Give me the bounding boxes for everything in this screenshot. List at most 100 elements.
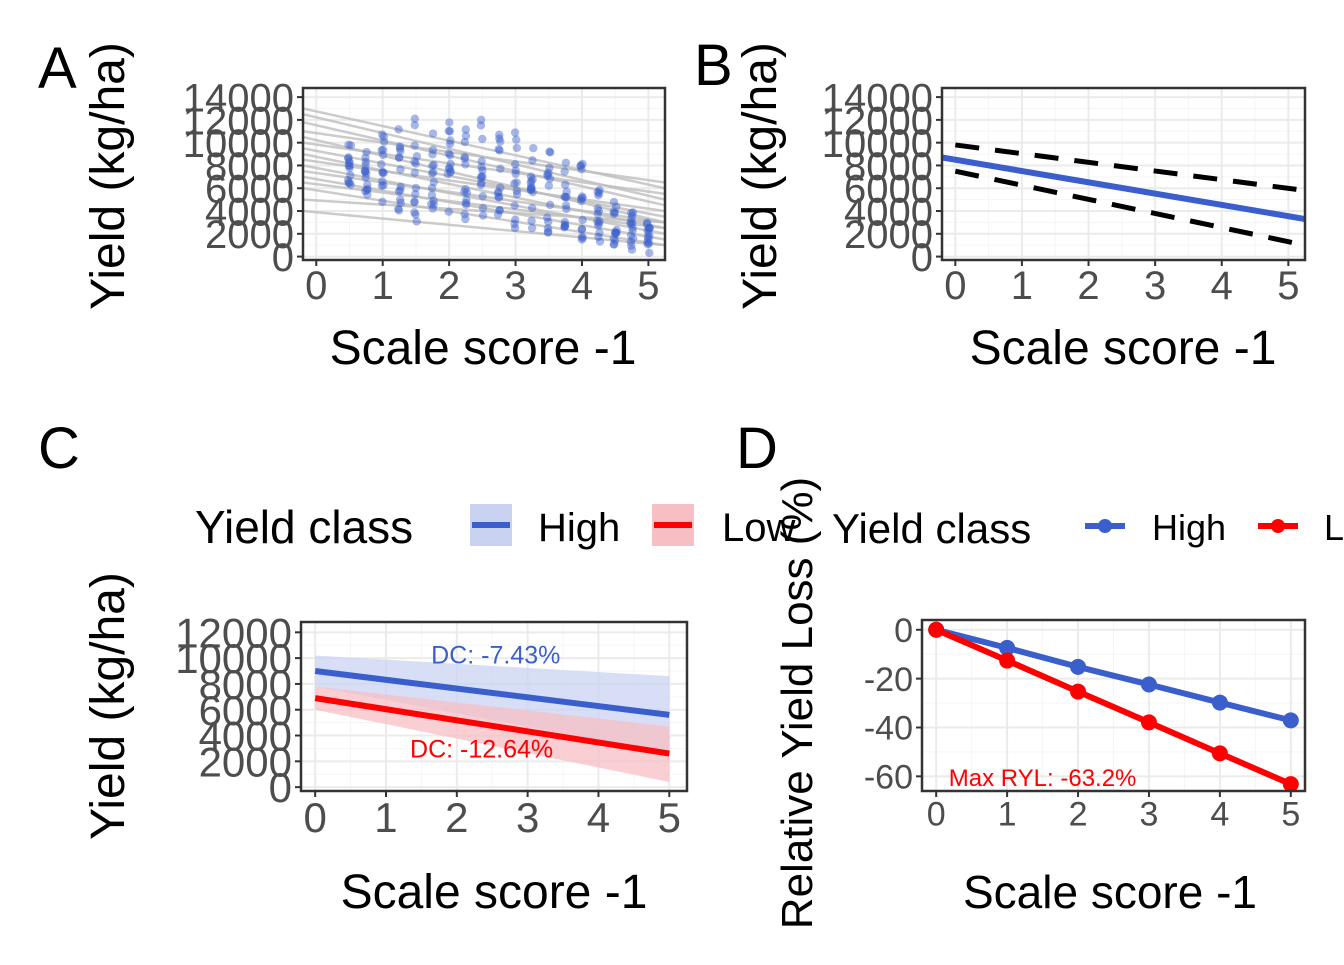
panel-a-x-tick-label: 4 — [571, 264, 593, 308]
panel-c-plot-area: DC: -7.43% DC: -12.64% 0 1 2 3 4 5 0200040006000… — [175, 609, 689, 841]
panel-d-point-low — [999, 652, 1016, 669]
panel-a-point — [410, 120, 420, 130]
panel-d-point-low — [1070, 683, 1087, 700]
panel-a-point — [446, 159, 455, 169]
panel-label-c: C — [38, 416, 80, 481]
panel-b-fit-line — [942, 154, 1305, 222]
panel-c-y-tick-label: 2000 — [199, 738, 292, 785]
panel-a-point — [379, 137, 389, 146]
panel-a-point — [395, 142, 405, 151]
panel-a-point — [512, 178, 521, 187]
panel-a-point — [462, 188, 472, 198]
legend-d-title: Yield class — [832, 505, 1031, 552]
panel-d-point-high — [999, 639, 1016, 656]
panel-a-point — [394, 204, 403, 213]
panel-a-point — [577, 225, 587, 234]
panel-a-point — [609, 240, 618, 249]
panel-a-point — [477, 157, 486, 166]
panel-a-point — [461, 198, 471, 208]
panel-a-point — [496, 164, 505, 174]
panel-a-point — [627, 241, 636, 250]
panel-a-point — [627, 245, 637, 254]
panel-a-point — [446, 167, 455, 176]
panel-b-data — [942, 142, 1305, 248]
panel-a-point — [495, 146, 504, 155]
panel-a-point — [495, 205, 504, 215]
panel-a-point — [395, 195, 405, 204]
panel-a-point — [512, 135, 521, 144]
panel-c-x-tick-label: 2 — [445, 794, 468, 841]
panel-a-point — [410, 114, 420, 123]
panel-a-point — [626, 231, 636, 240]
panel-a-point — [346, 180, 355, 189]
panel-a-point — [378, 167, 387, 177]
panel-a-point — [643, 240, 653, 249]
panel-a-point — [461, 214, 470, 224]
panel-a-point — [612, 202, 621, 212]
panel-b-y-tick-label: 10000 — [822, 122, 933, 166]
panel-a-point — [578, 193, 587, 203]
panel-a-point — [577, 232, 587, 241]
panel-a-point — [410, 208, 419, 217]
panel-a-y-tick-label: 6000 — [205, 168, 294, 212]
panel-c-y-tick-label: 8000 — [199, 661, 292, 708]
panel-b-x-tick-label: 3 — [1144, 264, 1166, 308]
panel-a-point — [610, 236, 620, 245]
panel-a-point — [593, 204, 603, 213]
panel-a-point — [363, 184, 372, 194]
panel-b-y-tick-label: 12000 — [822, 99, 933, 143]
panel-a-point — [445, 118, 454, 127]
panel-a-point — [396, 198, 405, 208]
legend-c-title: Yield class — [195, 501, 413, 553]
panel-d: Yield class High Low Max RYL: -63.2%0123… — [773, 477, 1344, 929]
panel-a-point — [495, 206, 504, 215]
panel-a-point — [493, 188, 503, 198]
panel-a-point — [609, 209, 619, 219]
panel-a-point — [543, 224, 553, 233]
panel-a-point — [528, 203, 537, 213]
panel-a-point — [478, 211, 488, 220]
panel-a-group-fit-line — [303, 164, 665, 236]
panel-d-x-tick-label: 2 — [1069, 796, 1088, 834]
panel-a-point — [576, 161, 585, 170]
panel-c-x-tick-label: 1 — [374, 794, 397, 841]
panel-a-group-fit-line — [303, 152, 665, 230]
panel-a-point — [594, 206, 604, 216]
panel-a-point — [476, 121, 486, 130]
panel-a-point — [578, 233, 588, 243]
panel-a-point — [428, 150, 437, 159]
panel-a-point — [476, 173, 486, 183]
panel-a-point — [594, 232, 603, 242]
panel-d-xlabel: Scale score -1 — [963, 866, 1257, 918]
panel-a-point — [611, 228, 621, 238]
panel-a-point — [527, 223, 537, 233]
panel-a-point — [528, 187, 537, 197]
panel-a-point — [626, 219, 636, 229]
panel-b-panel-border — [940, 86, 1307, 262]
panel-c-ylabel: Yield (kg/ha) — [82, 572, 135, 840]
panel-d-annotation-low: Max RYL: -63.2% — [949, 765, 1137, 792]
panel-a-point — [460, 137, 469, 147]
panel-a-point — [429, 200, 438, 209]
panel-a-point — [429, 177, 439, 187]
panel-a-panel-border — [301, 86, 667, 262]
panel-a-point — [543, 171, 552, 181]
panel-label-d: D — [736, 416, 778, 481]
panel-a-point — [561, 192, 570, 202]
panel-b-y-tick-label: 0 — [911, 236, 933, 280]
panel-d-point-low — [1140, 714, 1157, 731]
panel-a-point — [345, 157, 354, 166]
panel-a-point — [494, 187, 503, 197]
panel-a-point — [361, 186, 370, 196]
panel-a-point — [543, 170, 552, 179]
legend-d-key-high-point — [1098, 519, 1112, 533]
panel-label-b: B — [694, 33, 733, 98]
panel-a-point — [560, 192, 569, 201]
panel-a-x-tick-label: 1 — [372, 264, 394, 308]
panel-a-point — [428, 145, 438, 154]
panel-a-group-fit-line — [303, 130, 665, 184]
panel-a-point — [461, 125, 470, 134]
panel-a-point — [642, 219, 652, 229]
panel-d-ylabel: Relative Yield Loss (%) — [773, 477, 822, 929]
